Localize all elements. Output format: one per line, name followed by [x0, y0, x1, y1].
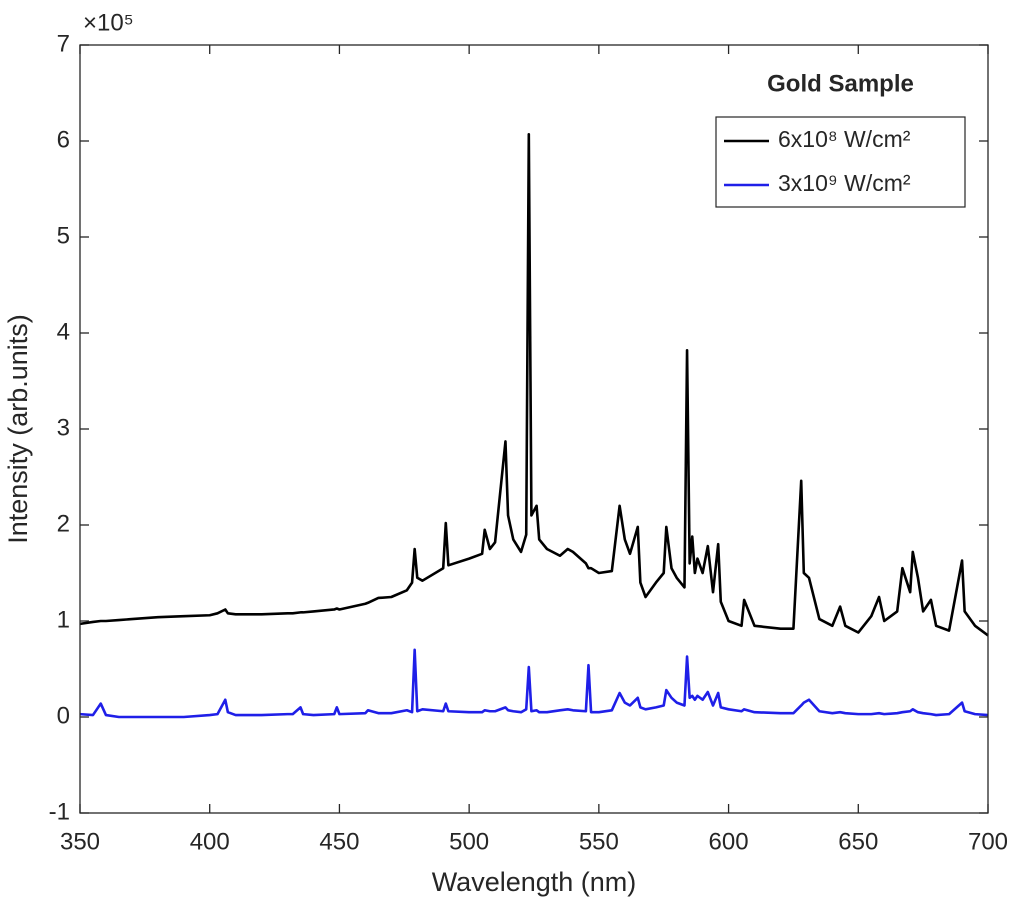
series-line: [79, 648, 989, 719]
x-tick-label: 700: [968, 828, 1008, 855]
y-tick-label: 7: [57, 30, 70, 57]
x-tick-label: 650: [838, 828, 878, 855]
x-tick-label: 600: [709, 828, 749, 855]
x-tick-label: 550: [579, 828, 619, 855]
x-tick-label: 450: [319, 828, 359, 855]
legend-label: 6x10⁸ W/cm²: [778, 126, 911, 152]
y-tick-label: -1: [49, 798, 70, 825]
legend-box: [715, 116, 966, 208]
y-multiplier: ×10⁵: [83, 9, 134, 36]
legend-label: 3x10⁹ W/cm²: [778, 170, 911, 196]
legend-title: Gold Sample: [767, 70, 914, 97]
y-tick-label: 3: [57, 414, 70, 441]
y-tick-label: 4: [57, 318, 70, 345]
y-tick-label: 0: [57, 702, 70, 729]
y-tick-label: 1: [57, 606, 70, 633]
x-axis-label: Wavelength (nm): [432, 867, 637, 897]
y-tick-label: 5: [57, 222, 70, 249]
y-tick-label: 2: [57, 510, 70, 537]
x-tick-label: 500: [449, 828, 489, 855]
x-tick-label: 350: [60, 828, 100, 855]
series-line: [79, 132, 989, 637]
y-tick-label: 6: [57, 126, 70, 153]
y-axis-label: Intensity (arb.units): [3, 314, 33, 544]
x-tick-label: 400: [190, 828, 230, 855]
